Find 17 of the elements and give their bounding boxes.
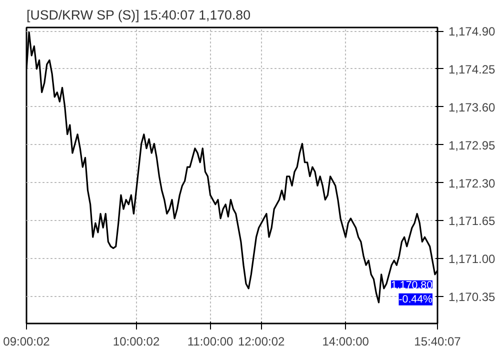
y-tick-label: 1,174.25 <box>448 62 496 76</box>
y-tick-label: 1,174.90 <box>448 24 496 39</box>
y-tick-label: 1,171.00 <box>448 252 496 266</box>
y-tick-label: 1,172.30 <box>448 176 496 190</box>
y-tick-label: 1,170.35 <box>448 290 496 304</box>
annotation: -0.44% <box>398 293 434 306</box>
y-tick-label: 1,172.95 <box>448 138 496 152</box>
y-tick-label: 1,173.60 <box>448 100 496 114</box>
x-tick-label: 12:00:02 <box>238 334 286 348</box>
x-tick-label: 11:00:00 <box>187 334 234 348</box>
x-tick-label: 15:40:07 <box>414 334 462 348</box>
x-tick-label: 10:00:02 <box>112 334 160 348</box>
chart-title: [USD/KRW SP (S)] 15:40:07 1,170.80 <box>26 8 250 22</box>
y-tick-label: 1,171.65 <box>448 214 496 228</box>
annotation: 1,170.80 <box>391 279 433 292</box>
x-tick-label: 14:00:00 <box>322 334 370 348</box>
x-tick-label: 09:00:02 <box>3 334 50 348</box>
